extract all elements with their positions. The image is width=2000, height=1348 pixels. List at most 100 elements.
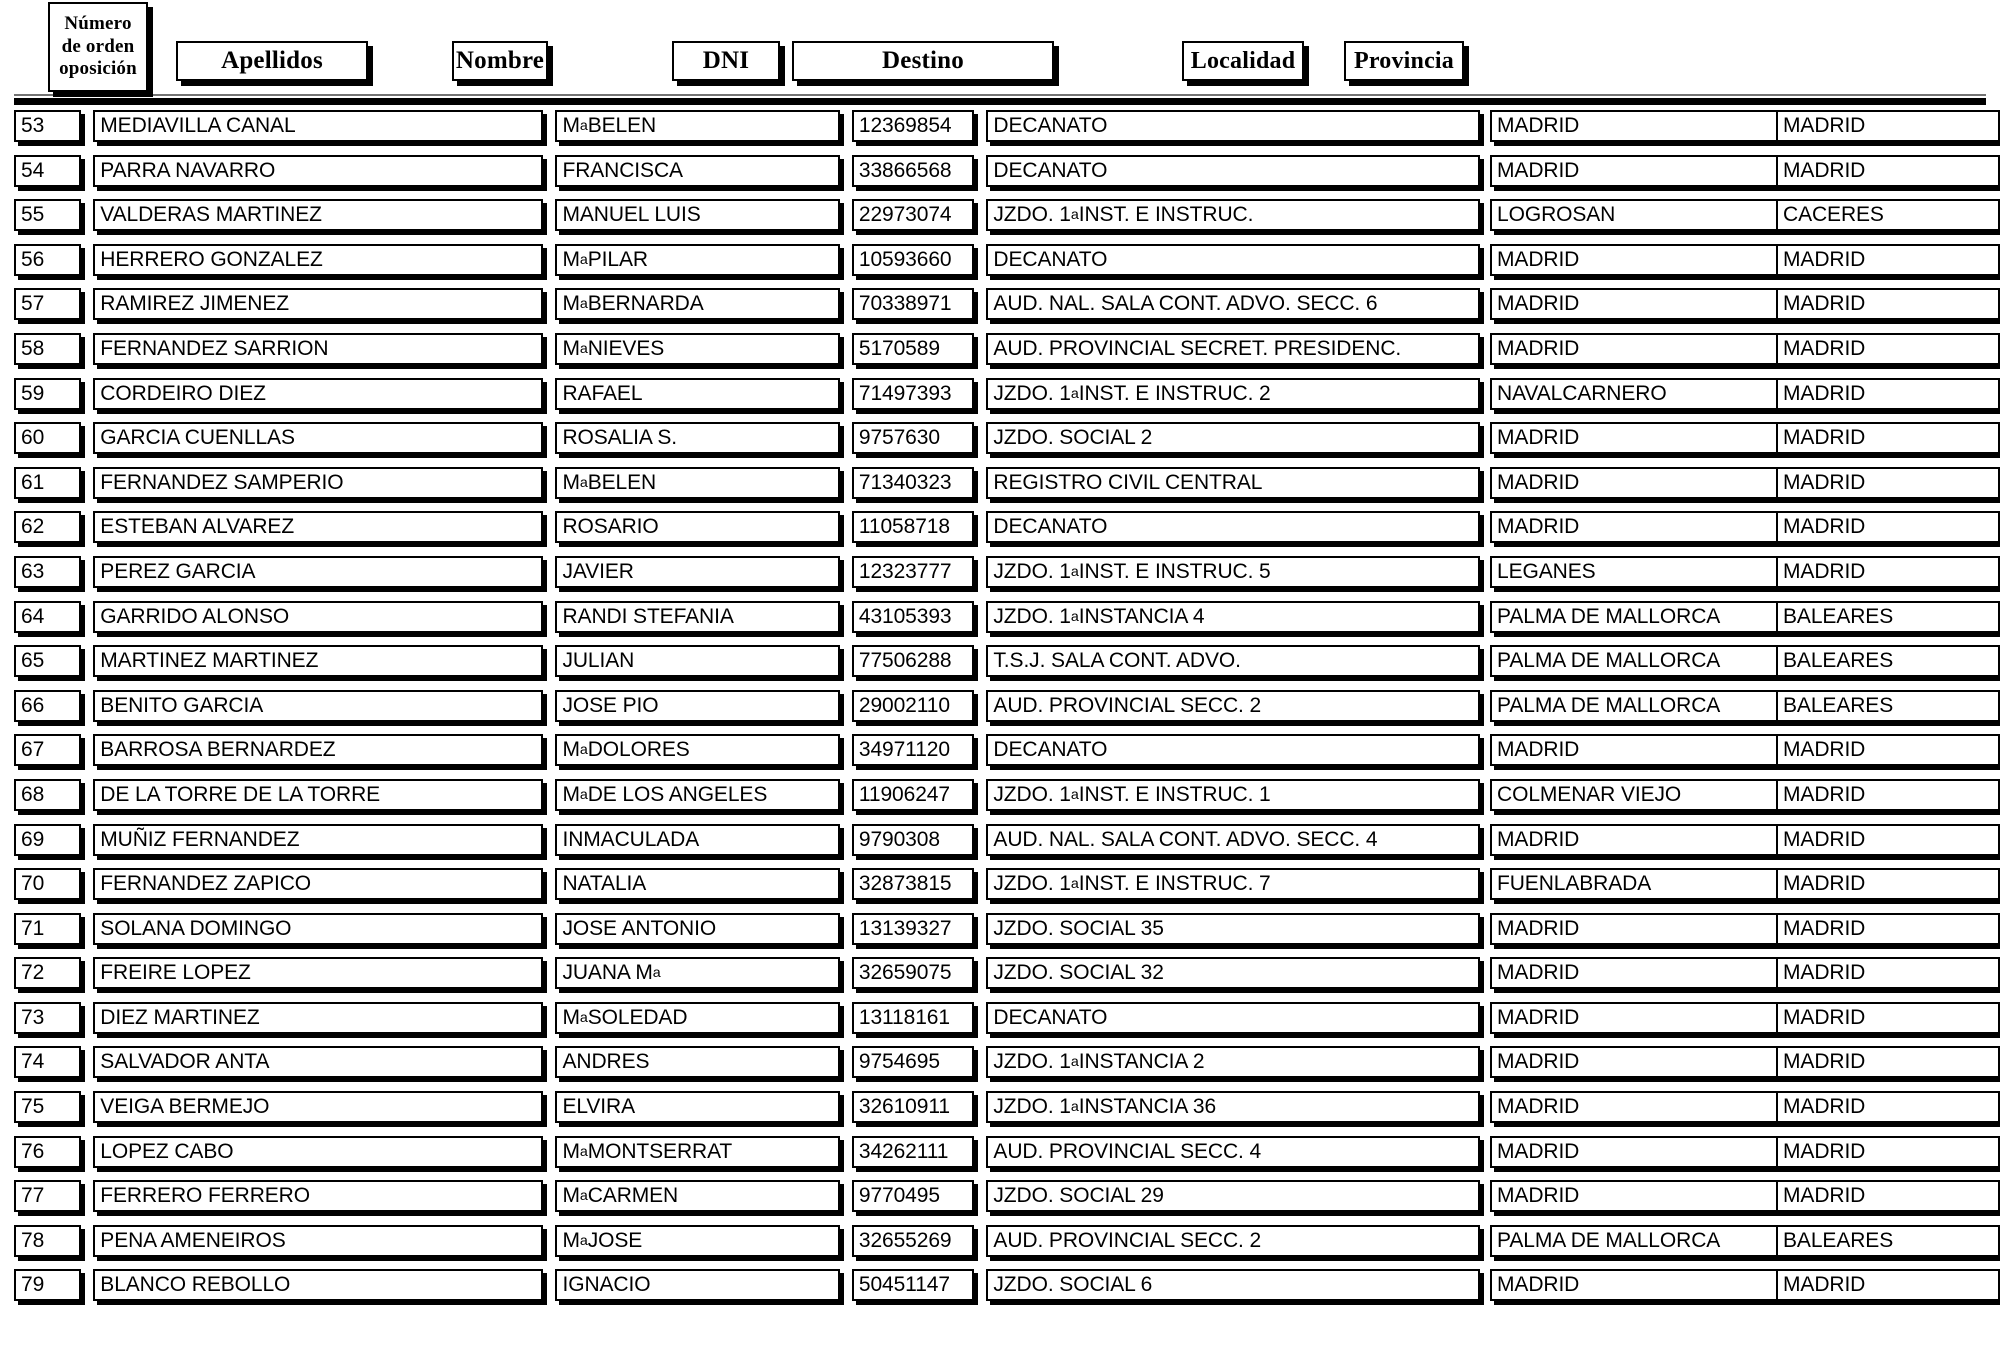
cell-localidad: MADRID [1490, 1180, 1779, 1213]
cell-provincia: MADRID [1778, 1001, 2000, 1034]
table-row: 71 SOLANA DOMINGO JOSE ANTONIO 13139327 JZDO… [0, 912, 2000, 958]
cell-provincia: MADRID [1778, 1135, 2000, 1168]
cell-destino: T.S.J. SALA CONT. ADVO. [986, 645, 1481, 678]
header-line-2: de orden [61, 35, 135, 57]
cell-apellidos: MEDIAVILLA CANAL [93, 110, 544, 142]
cell-numero-orden: 69 [14, 823, 82, 856]
cell-destino: AUD. NAL. SALA CONT. ADVO. SECC. 6 [986, 288, 1481, 321]
cell-group-localidad-provincia: COLMENAR VIEJO MADRID [1490, 778, 2000, 811]
cell-localidad: MADRID [1490, 422, 1779, 455]
cell-dni: 29002110 [851, 689, 975, 722]
cell-group-localidad-provincia: MADRID MADRID [1490, 1046, 2000, 1079]
cell-dni: 9790308 [851, 823, 975, 856]
column-header-destino: Destino [792, 41, 1054, 81]
table-row: 54 PARRA NAVARRO FRANCISCA 33866568 DECANATO… [0, 154, 2000, 200]
cell-provincia: MADRID [1778, 288, 2000, 321]
cell-group-localidad-provincia: MADRID MADRID [1490, 466, 2000, 499]
cell-group-localidad-provincia: PALMA DE MALLORCA BALEARES [1490, 645, 2000, 678]
cell-localidad: MADRID [1490, 912, 1779, 945]
cell-dni: 71340323 [851, 466, 975, 499]
cell-group-localidad-provincia: MADRID MADRID [1490, 1091, 2000, 1124]
cell-numero-orden: 79 [14, 1269, 82, 1302]
cell-dni: 11058718 [851, 511, 975, 544]
cell-numero-orden: 63 [14, 555, 82, 588]
cell-destino: REGISTRO CIVIL CENTRAL [986, 466, 1481, 499]
cell-destino: DECANATO [986, 243, 1481, 276]
cell-group-localidad-provincia: NAVALCARNERO MADRID [1490, 377, 2000, 410]
cell-numero-orden: 78 [14, 1224, 82, 1257]
cell-dni: 33866568 [851, 154, 975, 187]
cell-localidad: PALMA DE MALLORCA [1490, 1224, 1779, 1257]
cell-numero-orden: 61 [14, 466, 82, 499]
cell-dni: 10593660 [851, 243, 975, 276]
cell-provincia: MADRID [1778, 110, 2000, 142]
cell-apellidos: PENA AMENEIROS [93, 1224, 544, 1257]
cell-group-localidad-provincia: PALMA DE MALLORCA BALEARES [1490, 689, 2000, 722]
cell-apellidos: GARCIA CUENLLAS [93, 422, 544, 455]
cell-apellidos: LOPEZ CABO [93, 1135, 544, 1168]
cell-nombre: IGNACIO [555, 1269, 840, 1302]
cell-destino: JZDO. SOCIAL 29 [986, 1180, 1481, 1213]
cell-apellidos: FERNANDEZ SAMPERIO [93, 466, 544, 499]
table-header: Número de orden oposición Apellidos Nomb… [0, 0, 2000, 108]
cell-provincia: MADRID [1778, 778, 2000, 811]
cell-localidad: MADRID [1490, 466, 1779, 499]
cell-numero-orden: 71 [14, 912, 82, 945]
cell-numero-orden: 55 [14, 199, 82, 232]
cell-nombre: JULIAN [555, 645, 840, 678]
cell-apellidos: PARRA NAVARRO [93, 154, 544, 187]
cell-apellidos: PEREZ GARCIA [93, 555, 544, 588]
cell-nombre: ROSALIA S. [555, 422, 840, 455]
cell-nombre: MANUEL LUIS [555, 199, 840, 232]
cell-destino: AUD. NAL. SALA CONT. ADVO. SECC. 4 [986, 823, 1481, 856]
cell-provincia: MADRID [1778, 912, 2000, 945]
cell-provincia: MADRID [1778, 422, 2000, 455]
cell-group-localidad-provincia: LEGANES MADRID [1490, 555, 2000, 588]
cell-numero-orden: 65 [14, 645, 82, 678]
cell-apellidos: SALVADOR ANTA [93, 1046, 544, 1079]
table-row: 64 GARRIDO ALONSO RANDI STEFANIA 43105393 JZ… [0, 600, 2000, 646]
cell-provincia: MADRID [1778, 734, 2000, 767]
cell-apellidos: DIEZ MARTINEZ [93, 1001, 544, 1034]
cell-group-localidad-provincia: MADRID MADRID [1490, 1180, 2000, 1213]
cell-apellidos: MUÑIZ FERNANDEZ [93, 823, 544, 856]
cell-numero-orden: 77 [14, 1180, 82, 1213]
cell-group-localidad-provincia: MADRID MADRID [1490, 912, 2000, 945]
cell-group-localidad-provincia: MADRID MADRID [1490, 422, 2000, 455]
cell-group-localidad-provincia: PALMA DE MALLORCA BALEARES [1490, 600, 2000, 633]
cell-dni: 12323777 [851, 555, 975, 588]
cell-apellidos: BLANCO REBOLLO [93, 1269, 544, 1302]
cell-provincia: MADRID [1778, 154, 2000, 187]
cell-localidad: MADRID [1490, 1001, 1779, 1034]
cell-group-localidad-provincia: MADRID MADRID [1490, 154, 2000, 187]
cell-dni: 11906247 [851, 778, 975, 811]
column-header-provincia: Provincia [1344, 41, 1464, 81]
cell-dni: 32659075 [851, 957, 975, 990]
cell-numero-orden: 68 [14, 778, 82, 811]
cell-provincia: MADRID [1778, 957, 2000, 990]
column-header-dni: DNI [672, 41, 780, 81]
cell-apellidos: VEIGA BERMEJO [93, 1091, 544, 1124]
cell-numero-orden: 58 [14, 332, 82, 365]
cell-provincia: MADRID [1778, 466, 2000, 499]
cell-destino: DECANATO [986, 1001, 1481, 1034]
cell-group-localidad-provincia: MADRID MADRID [1490, 1135, 2000, 1168]
cell-nombre: ANDRES [555, 1046, 840, 1079]
cell-group-localidad-provincia: LOGROSAN CACERES [1490, 199, 2000, 232]
column-header-localidad: Localidad [1182, 41, 1304, 81]
cell-nombre: RAFAEL [555, 377, 840, 410]
cell-localidad: MADRID [1490, 1091, 1779, 1124]
table-row: 79 BLANCO REBOLLO IGNACIO 50451147 JZDO. SOC… [0, 1269, 2000, 1314]
cell-localidad: NAVALCARNERO [1490, 377, 1779, 410]
cell-destino: AUD. PROVINCIAL SECC. 2 [986, 1224, 1481, 1257]
cell-provincia: MADRID [1778, 1180, 2000, 1213]
